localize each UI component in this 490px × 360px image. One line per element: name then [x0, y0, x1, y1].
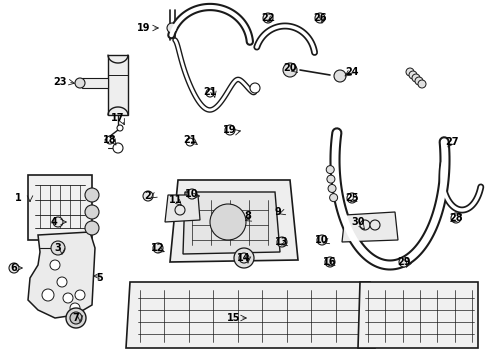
Circle shape: [9, 263, 19, 273]
Polygon shape: [82, 78, 108, 88]
Text: 26: 26: [313, 13, 327, 23]
Circle shape: [85, 205, 99, 219]
Circle shape: [85, 221, 99, 235]
Circle shape: [325, 257, 335, 267]
Circle shape: [326, 166, 334, 174]
Circle shape: [283, 63, 297, 77]
Circle shape: [85, 188, 99, 202]
Circle shape: [63, 293, 73, 303]
Circle shape: [370, 220, 380, 230]
Circle shape: [206, 89, 214, 97]
Polygon shape: [358, 282, 478, 348]
Circle shape: [167, 23, 177, 33]
Polygon shape: [183, 192, 280, 254]
Circle shape: [53, 217, 63, 227]
Text: 8: 8: [245, 211, 251, 221]
Text: 13: 13: [275, 237, 289, 247]
Text: 5: 5: [97, 273, 103, 283]
Text: 28: 28: [449, 213, 463, 223]
Polygon shape: [108, 55, 128, 115]
Circle shape: [187, 189, 197, 199]
Circle shape: [317, 235, 327, 245]
Text: 2: 2: [145, 191, 151, 201]
Circle shape: [175, 205, 185, 215]
Text: 12: 12: [151, 243, 165, 253]
Text: 6: 6: [11, 263, 17, 273]
Text: 17: 17: [111, 113, 125, 123]
Text: 3: 3: [54, 243, 61, 253]
Circle shape: [418, 80, 426, 88]
Circle shape: [143, 191, 153, 201]
Text: 24: 24: [345, 67, 359, 77]
Circle shape: [234, 248, 254, 268]
Text: 29: 29: [397, 257, 411, 267]
Circle shape: [415, 77, 423, 85]
Polygon shape: [170, 180, 298, 262]
Text: 30: 30: [351, 217, 365, 227]
Text: 4: 4: [50, 217, 57, 227]
Text: 10: 10: [185, 189, 199, 199]
Text: 19: 19: [223, 125, 237, 135]
Circle shape: [328, 184, 336, 193]
Text: 27: 27: [445, 137, 459, 147]
Polygon shape: [342, 212, 398, 242]
Circle shape: [75, 78, 85, 88]
Text: 10: 10: [315, 235, 329, 245]
Text: 22: 22: [261, 13, 275, 23]
Circle shape: [330, 194, 338, 202]
Circle shape: [42, 289, 54, 301]
Circle shape: [315, 13, 325, 23]
Circle shape: [409, 71, 417, 79]
Circle shape: [113, 143, 123, 153]
Text: 20: 20: [283, 63, 297, 73]
Text: 15: 15: [227, 313, 241, 323]
Polygon shape: [28, 175, 92, 240]
Circle shape: [399, 257, 409, 267]
Text: 18: 18: [103, 135, 117, 145]
Circle shape: [412, 74, 420, 82]
Circle shape: [70, 303, 80, 313]
Circle shape: [327, 175, 335, 183]
Circle shape: [347, 193, 357, 203]
Circle shape: [153, 243, 163, 253]
Text: 25: 25: [345, 193, 359, 203]
Text: 21: 21: [183, 135, 197, 145]
Text: 1: 1: [15, 193, 22, 203]
Polygon shape: [126, 282, 375, 348]
Circle shape: [50, 260, 60, 270]
Circle shape: [70, 312, 82, 324]
Text: 16: 16: [323, 257, 337, 267]
Text: 14: 14: [237, 253, 251, 263]
Polygon shape: [28, 232, 95, 318]
Circle shape: [210, 204, 246, 240]
Circle shape: [106, 136, 114, 144]
Circle shape: [285, 65, 295, 75]
Text: 23: 23: [53, 77, 67, 87]
Circle shape: [66, 308, 86, 328]
Circle shape: [117, 125, 123, 131]
Circle shape: [451, 213, 461, 223]
Circle shape: [406, 68, 414, 76]
Polygon shape: [165, 195, 200, 222]
Circle shape: [277, 237, 287, 247]
Text: 19: 19: [137, 23, 151, 33]
Circle shape: [360, 220, 370, 230]
Circle shape: [186, 138, 194, 146]
Circle shape: [57, 277, 67, 287]
Circle shape: [263, 13, 273, 23]
Circle shape: [239, 253, 249, 263]
Circle shape: [334, 70, 346, 82]
Text: 21: 21: [203, 87, 217, 97]
Text: 11: 11: [169, 195, 183, 205]
Circle shape: [225, 125, 235, 135]
Text: 9: 9: [274, 207, 281, 217]
Text: 7: 7: [73, 313, 79, 323]
Circle shape: [75, 290, 85, 300]
Circle shape: [250, 83, 260, 93]
Circle shape: [51, 241, 65, 255]
